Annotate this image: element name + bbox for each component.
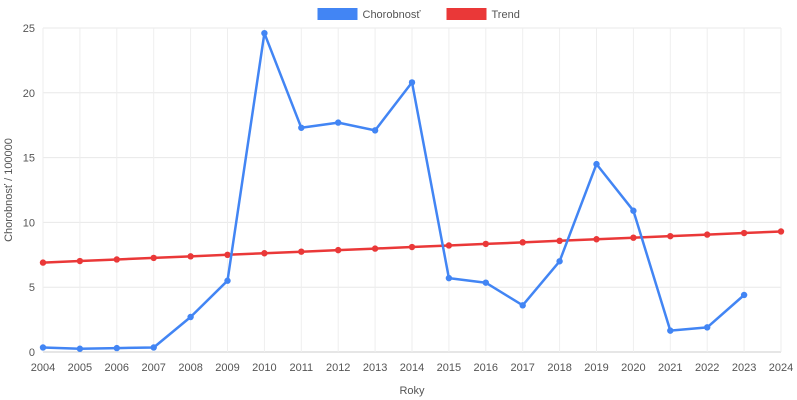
legend-item[interactable]: Chorobnosť (317, 8, 422, 21)
y-tick-label: 5 (29, 282, 35, 294)
data-point[interactable] (482, 240, 489, 248)
x-tick-label: 2016 (474, 362, 498, 374)
x-tick-label: 2018 (547, 362, 571, 374)
data-point[interactable] (39, 259, 47, 266)
x-tick-label: 2020 (621, 362, 645, 374)
y-tick-label: 0 (29, 347, 35, 359)
x-tick-label: 2024 (769, 362, 793, 374)
data-point[interactable] (335, 246, 342, 254)
grid-lines (42, 27, 782, 353)
data-point[interactable] (556, 237, 563, 245)
legend-swatch (317, 8, 358, 20)
data-point[interactable] (667, 327, 674, 334)
legend-item[interactable]: Trend (446, 8, 520, 21)
series-trend (39, 228, 785, 266)
x-tick-label: 2006 (105, 362, 129, 374)
data-point[interactable] (335, 119, 342, 126)
data-point[interactable] (630, 234, 637, 241)
data-point[interactable] (298, 248, 305, 255)
x-tick-label: 2004 (31, 362, 55, 374)
legend-label: Trend (492, 9, 520, 21)
data-point[interactable] (39, 344, 47, 351)
x-tick-label: 2014 (400, 362, 424, 374)
data-point[interactable] (76, 345, 84, 352)
series-primary (39, 29, 748, 352)
data-point[interactable] (740, 291, 748, 299)
x-tick-label: 2013 (363, 362, 387, 374)
y-tick-label: 25 (23, 23, 35, 35)
x-tick-label: 2011 (289, 362, 313, 374)
legend[interactable]: Chorobnosť Trend (317, 8, 520, 21)
series-layer (39, 29, 785, 352)
x-tick-label: 2019 (584, 362, 608, 374)
data-point[interactable] (482, 279, 489, 286)
data-point[interactable] (261, 250, 268, 257)
data-point[interactable] (187, 253, 194, 260)
x-tick-label: 2022 (695, 362, 719, 374)
x-tick-label: 2008 (178, 362, 202, 374)
x-axis-title: Roky (399, 385, 425, 397)
data-point[interactable] (593, 236, 600, 243)
data-point[interactable] (224, 251, 231, 258)
data-point[interactable] (519, 239, 526, 246)
data-point[interactable] (408, 79, 416, 86)
data-point[interactable] (704, 231, 711, 238)
x-tick-label: 2012 (326, 362, 350, 374)
data-point[interactable] (704, 324, 711, 331)
data-point[interactable] (371, 127, 379, 134)
data-point[interactable] (445, 274, 453, 282)
data-point[interactable] (113, 256, 121, 263)
data-point[interactable] (667, 232, 674, 240)
data-point[interactable] (777, 228, 785, 235)
x-tick-label: 2010 (252, 362, 276, 374)
x-tick-label: 2015 (437, 362, 461, 374)
x-tick-label: 2017 (510, 362, 534, 374)
y-tick-label: 20 (23, 88, 35, 100)
data-point[interactable] (408, 243, 416, 251)
x-tick-label: 2023 (732, 362, 756, 374)
data-point[interactable] (224, 277, 231, 284)
data-point[interactable] (150, 254, 157, 262)
y-axis-title: Chorobnosť / 100000 (3, 138, 15, 242)
data-point[interactable] (519, 302, 526, 309)
data-point[interactable] (187, 313, 194, 321)
series-line (42, 31, 745, 351)
data-point[interactable] (76, 257, 84, 265)
data-point[interactable] (261, 29, 268, 37)
y-tick-label: 10 (23, 217, 35, 229)
x-tick-label: 2009 (215, 362, 239, 374)
data-point[interactable] (593, 160, 600, 168)
data-point[interactable] (556, 258, 563, 265)
x-tick-label: 2005 (68, 362, 92, 374)
data-point[interactable] (630, 207, 637, 214)
data-point[interactable] (113, 344, 121, 352)
legend-label: Chorobnosť (363, 9, 422, 21)
data-point[interactable] (445, 242, 453, 249)
data-point[interactable] (298, 124, 305, 131)
axes: 0 5 10 15 20 25 2004 2005 2006 2007 2008 2009 2010 20… (23, 23, 793, 374)
data-point[interactable] (740, 229, 748, 237)
data-point[interactable] (150, 344, 157, 351)
legend-swatch (446, 8, 487, 20)
data-point[interactable] (371, 245, 379, 252)
x-tick-label: 2007 (141, 362, 165, 374)
y-tick-label: 15 (23, 153, 35, 165)
x-tick-label: 2021 (658, 362, 682, 374)
